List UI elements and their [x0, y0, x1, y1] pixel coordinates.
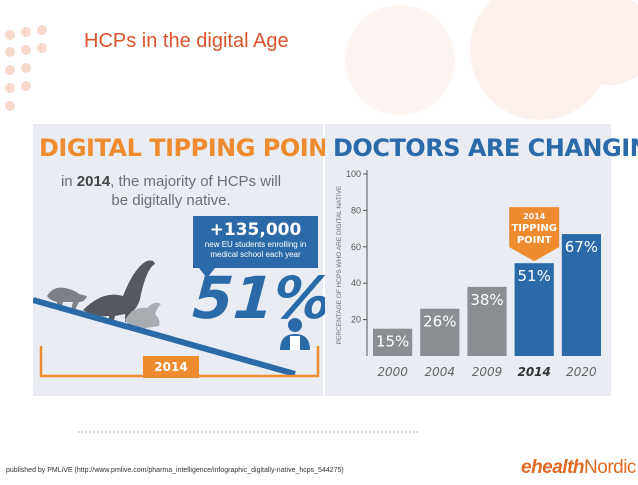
y-tick-label: 80	[351, 205, 361, 215]
infographic: DIGITAL TIPPING POINT in 2014, the major…	[33, 124, 638, 396]
intro-post: , the majority of HCPs will be digitally…	[110, 173, 282, 209]
y-tick-label: 20	[351, 315, 361, 325]
callout-value: +135,000	[209, 220, 302, 240]
tipping-point-badge	[509, 207, 560, 262]
x-tick-label: 2004	[425, 365, 456, 379]
bar-value-label: 67%	[565, 238, 598, 256]
left-heading: DIGITAL TIPPING POINT	[39, 134, 344, 162]
bar-value-label: 15%	[376, 333, 409, 351]
left-panel: DIGITAL TIPPING POINT in 2014, the major…	[33, 124, 344, 396]
dotted-divider	[78, 431, 418, 433]
x-tick-label: 2000	[377, 365, 408, 379]
bar-chart: PERCENTAGE OF HCPS WHO ARE DIGITAL NATIV…	[336, 169, 601, 379]
source-footer: published by PMLiVE (http://www.pmlive.c…	[6, 467, 344, 474]
ehealthnordic-logo: ehealthNordic	[521, 457, 636, 479]
bar-2020	[561, 234, 601, 356]
slide-title: HCPs in the digital Age	[84, 30, 289, 52]
bar-value-label: 38%	[470, 291, 503, 309]
y-axis-label: PERCENTAGE OF HCPS WHO ARE DIGITAL NATIV…	[336, 185, 343, 344]
big-percent: 51%	[190, 264, 335, 332]
bar-value-label: 26%	[423, 313, 456, 331]
y-tick-label: 60	[351, 242, 361, 252]
logo-light: Nordic	[584, 457, 636, 478]
x-tick-label: 2009	[472, 365, 503, 379]
y-tick-label: 40	[351, 278, 361, 288]
callout-arrow	[199, 268, 215, 278]
right-heading: DOCTORS ARE CHANGING	[333, 134, 638, 162]
left-illustration	[33, 260, 320, 378]
intro-year: 2014	[76, 173, 111, 190]
callout-text: new EU students enrolling in medical sch…	[204, 240, 307, 259]
doctor-icon	[280, 318, 310, 350]
slope-line	[33, 297, 296, 377]
students-callout: +135,000 new EU students enrolling in me…	[193, 216, 318, 268]
badge-line2: POINT	[517, 235, 552, 246]
logo-bold: ehealth	[521, 457, 585, 478]
bar-2014	[514, 263, 554, 356]
x-tick-label: 2020	[566, 365, 597, 379]
year-marker: 2014	[143, 356, 199, 378]
intro-text: in 2014, the majority of HCPs will be di…	[51, 172, 291, 210]
badge-line1: TIPPING	[511, 223, 557, 234]
intro-pre: in	[60, 173, 73, 190]
bar-value-label: 51%	[518, 267, 551, 285]
y-tick-label: 100	[346, 169, 361, 179]
bar-2004	[420, 308, 460, 356]
bar-2000	[373, 328, 413, 356]
badge-year: 2014	[523, 212, 546, 221]
bar-2009	[467, 286, 507, 356]
x-tick-label: 2014	[517, 365, 550, 379]
